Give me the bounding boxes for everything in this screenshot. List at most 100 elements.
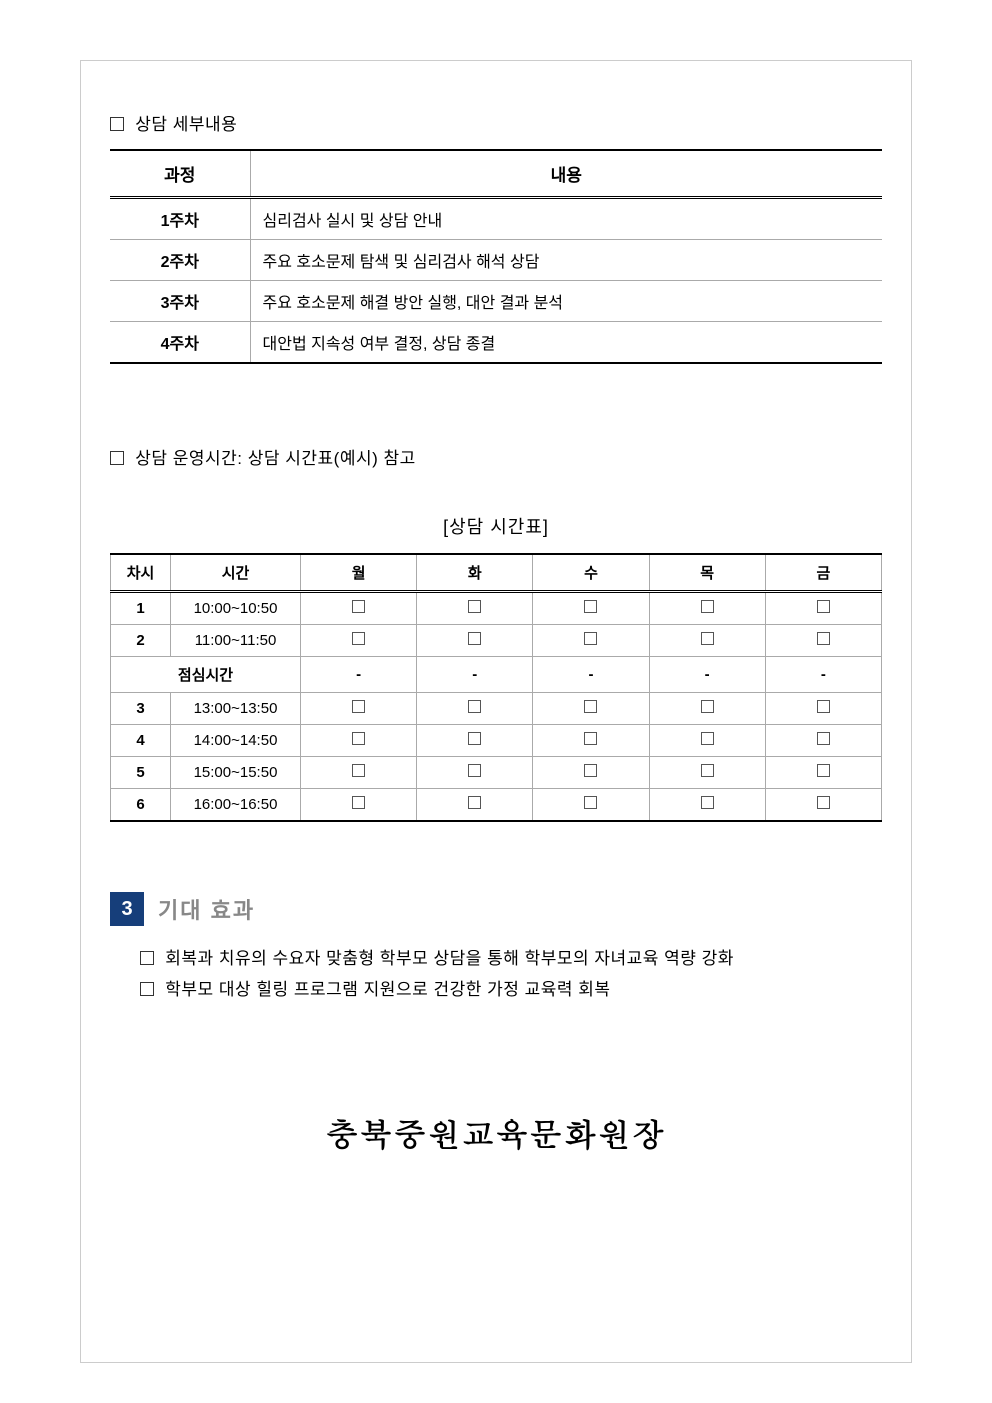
page-content: 상담 세부내용 과정 내용 1주차 심리검사 실시 및 상담 안내 2주차 주요… xyxy=(80,60,912,1185)
checkbox-icon[interactable] xyxy=(468,732,481,745)
schedule-row: 3 13:00~13:50 xyxy=(111,693,882,725)
schedule-table: 차시 시간 월 화 수 목 금 1 10:00~10:50 2 11:00 xyxy=(110,553,882,822)
checkbox-icon[interactable] xyxy=(817,700,830,713)
bullet-item: 학부모 대상 힐링 프로그램 지원으로 건강한 가정 교육력 회복 xyxy=(140,975,882,1000)
checkbox-icon[interactable] xyxy=(584,700,597,713)
checkbox-icon[interactable] xyxy=(701,796,714,809)
schedule-row: 4 14:00~14:50 xyxy=(111,725,882,757)
slot-cell xyxy=(533,725,649,757)
lunch-dash: - xyxy=(765,657,881,693)
checkbox-icon[interactable] xyxy=(701,732,714,745)
slot-cell xyxy=(649,757,765,789)
slot-cell xyxy=(765,693,881,725)
section3-title: 기대 효과 xyxy=(158,893,255,925)
section2-text: 상담 운영시간: 상담 시간표(예시) 참고 xyxy=(135,449,416,468)
table-row: 4주차 대안법 지속성 여부 결정, 상담 종결 xyxy=(110,322,882,364)
slot-cell xyxy=(301,757,417,789)
checkbox-icon[interactable] xyxy=(352,600,365,613)
slot-cell xyxy=(417,757,533,789)
bullet-item: 회복과 치유의 수요자 맞춤형 학부모 상담을 통해 학부모의 자녀교육 역량 … xyxy=(140,944,882,969)
week-cell: 3주차 xyxy=(110,281,250,322)
checkbox-icon[interactable] xyxy=(584,732,597,745)
slot-cell xyxy=(649,789,765,822)
slot-cell xyxy=(301,592,417,625)
lunch-dash: - xyxy=(417,657,533,693)
slot-cell xyxy=(417,725,533,757)
checkbox-icon[interactable] xyxy=(584,796,597,809)
checkbox-icon[interactable] xyxy=(352,700,365,713)
slot-cell xyxy=(533,592,649,625)
checkbox-icon[interactable] xyxy=(817,600,830,613)
checkbox-icon[interactable] xyxy=(584,632,597,645)
th-session: 차시 xyxy=(111,554,171,592)
slot-cell xyxy=(765,757,881,789)
time-cell: 10:00~10:50 xyxy=(171,592,301,625)
checkbox-icon[interactable] xyxy=(817,732,830,745)
time-cell: 11:00~11:50 xyxy=(171,625,301,657)
schedule-row: 6 16:00~16:50 xyxy=(111,789,882,822)
section1-text: 상담 세부내용 xyxy=(135,115,237,134)
bullet-list: 회복과 치유의 수요자 맞춤형 학부모 상담을 통해 학부모의 자녀교육 역량 … xyxy=(110,944,882,1000)
th-wed: 수 xyxy=(533,554,649,592)
checkbox-icon[interactable] xyxy=(817,796,830,809)
checkbox-icon[interactable] xyxy=(468,632,481,645)
slot-cell xyxy=(649,693,765,725)
content-cell: 주요 호소문제 탐색 및 심리검사 해석 상담 xyxy=(250,240,882,281)
table1-header-content: 내용 xyxy=(250,150,882,198)
slot-cell xyxy=(765,789,881,822)
table1-header-week: 과정 xyxy=(110,150,250,198)
checkbox-icon[interactable] xyxy=(584,764,597,777)
table-row: 3주차 주요 호소문제 해결 방안 실행, 대안 결과 분석 xyxy=(110,281,882,322)
checkbox-icon[interactable] xyxy=(468,700,481,713)
checkbox-icon[interactable] xyxy=(817,632,830,645)
th-thu: 목 xyxy=(649,554,765,592)
lunch-dash: - xyxy=(649,657,765,693)
checkbox-icon[interactable] xyxy=(817,764,830,777)
slot-cell xyxy=(765,592,881,625)
bullet-text: 학부모 대상 힐링 프로그램 지원으로 건강한 가정 교육력 회복 xyxy=(165,980,610,999)
session-cell: 3 xyxy=(111,693,171,725)
checkbox-icon[interactable] xyxy=(468,600,481,613)
slot-cell xyxy=(765,725,881,757)
footer-title: 충북중원교육문화원장 xyxy=(110,1110,882,1155)
th-fri: 금 xyxy=(765,554,881,592)
table-row: 2주차 주요 호소문제 탐색 및 심리검사 해석 상담 xyxy=(110,240,882,281)
checkbox-icon[interactable] xyxy=(701,764,714,777)
checkbox-icon[interactable] xyxy=(468,796,481,809)
time-cell: 16:00~16:50 xyxy=(171,789,301,822)
slot-cell xyxy=(533,757,649,789)
checkbox-icon[interactable] xyxy=(352,764,365,777)
checkbox-icon[interactable] xyxy=(352,632,365,645)
session-cell: 6 xyxy=(111,789,171,822)
slot-cell xyxy=(765,625,881,657)
th-tue: 화 xyxy=(417,554,533,592)
checkbox-icon[interactable] xyxy=(584,600,597,613)
checkbox-icon[interactable] xyxy=(352,732,365,745)
slot-cell xyxy=(533,693,649,725)
checkbox-icon[interactable] xyxy=(701,632,714,645)
checkbox-icon[interactable] xyxy=(352,796,365,809)
time-cell: 15:00~15:50 xyxy=(171,757,301,789)
checkbox-icon[interactable] xyxy=(468,764,481,777)
session-cell: 2 xyxy=(111,625,171,657)
week-cell: 4주차 xyxy=(110,322,250,364)
bullet-text: 회복과 치유의 수요자 맞춤형 학부모 상담을 통해 학부모의 자녀교육 역량 … xyxy=(165,949,734,968)
schedule-row: 5 15:00~15:50 xyxy=(111,757,882,789)
checkbox-icon xyxy=(110,451,124,465)
slot-cell xyxy=(301,693,417,725)
lunch-label: 점심시간 xyxy=(111,657,301,693)
slot-cell xyxy=(649,625,765,657)
content-cell: 대안법 지속성 여부 결정, 상담 종결 xyxy=(250,322,882,364)
checkbox-icon[interactable] xyxy=(701,700,714,713)
session-cell: 4 xyxy=(111,725,171,757)
th-mon: 월 xyxy=(301,554,417,592)
checkbox-icon[interactable] xyxy=(701,600,714,613)
detail-table: 과정 내용 1주차 심리검사 실시 및 상담 안내 2주차 주요 호소문제 탐색… xyxy=(110,149,882,364)
lunch-dash: - xyxy=(301,657,417,693)
section2-label: 상담 운영시간: 상담 시간표(예시) 참고 xyxy=(110,444,882,469)
week-cell: 2주차 xyxy=(110,240,250,281)
slot-cell xyxy=(301,725,417,757)
table-row: 1주차 심리검사 실시 및 상담 안내 xyxy=(110,198,882,240)
slot-cell xyxy=(301,625,417,657)
session-cell: 1 xyxy=(111,592,171,625)
